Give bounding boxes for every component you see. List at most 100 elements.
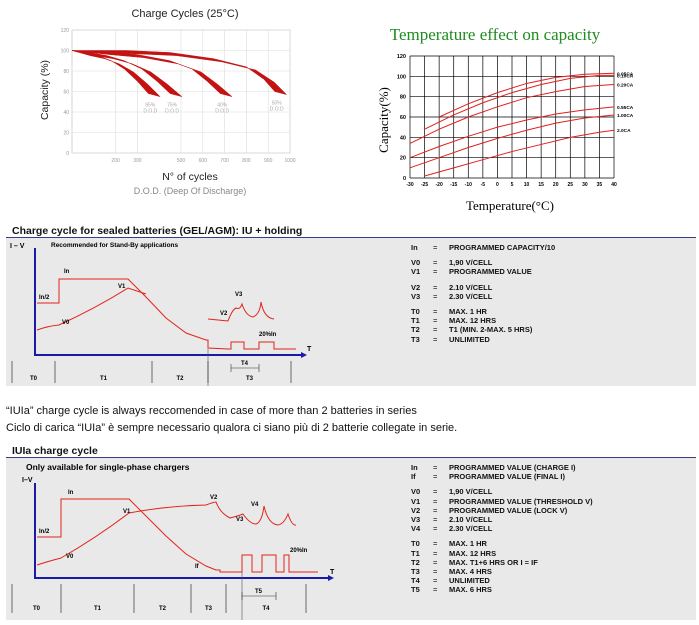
charge-cycles-chart: Charge Cycles (25°C) Capacity (%) N° of …: [30, 0, 330, 200]
panel1: I – V Recommended for Stand-By applicati…: [6, 238, 696, 386]
tc-ytick-label: 20: [400, 156, 406, 162]
def-value: 2.30 V/CELL: [449, 524, 493, 534]
def-value: PROGRAMMED VALUE (THRESHOLD V): [449, 496, 593, 506]
def-key: V4: [411, 524, 421, 534]
def-value: MAX. 4 HRS: [449, 567, 492, 577]
p2-phase-bar: T0 T1 T2 T3 T4: [11, 584, 307, 613]
def-equals: =: [433, 243, 438, 252]
temperature-svg: Temperature effect on capacity Capacity(…: [376, 25, 634, 213]
charge-cycles-svg: Charge Cycles (25°C) Capacity (%) N° of …: [39, 8, 296, 196]
def-value: PROGRAMMED VALUE (LOCK V): [449, 505, 568, 515]
p2-def-row: T0 = MAX. 1 HR: [411, 539, 593, 548]
tc-ytick-label: 120: [397, 54, 406, 60]
def-equals: =: [433, 567, 438, 577]
p1-phase-bar: T0 T1 T2 T3: [11, 361, 292, 383]
p1-voltage-curve: [36, 287, 275, 331]
cc-title: Charge Cycles (25°C): [131, 8, 238, 20]
p1-def-row: T2 = T1 (MIN. 2-MAX. 5 HRS): [411, 325, 555, 334]
p2-label-t5: T5: [255, 589, 263, 595]
def-key: T5: [411, 585, 420, 595]
tc-series-line: [409, 114, 615, 169]
cc-ytick-label: 100: [61, 49, 70, 55]
cc-ytick-label: 80: [63, 69, 69, 75]
phase-label: T1: [94, 606, 102, 612]
def-equals: =: [433, 463, 438, 472]
def-value: T1 (MIN. 2-MAX. 5 HRS): [449, 325, 533, 335]
p2-def-row: V4 = 2.30 V/CELL: [411, 524, 593, 533]
phase-label: T4: [262, 606, 270, 612]
cc-band-2: [71, 50, 233, 97]
def-value: PROGRAMMED VALUE (FINAL I): [449, 472, 565, 482]
tc-xtick-label: -10: [465, 182, 472, 188]
phase-label: T0: [33, 606, 41, 612]
p2-voltage-curve: [36, 501, 297, 566]
tc-series-label: 2.0CA: [617, 128, 631, 134]
def-value: MAX. 12 HRS: [449, 548, 497, 558]
note-line-2: Ciclo di carica “IUIa” è sempre necessar…: [6, 422, 458, 434]
p1-label-v2: V2: [220, 311, 228, 317]
def-key: T2: [411, 325, 420, 335]
cc-xtick-label: 900: [264, 158, 273, 164]
p2-label-v3: V3: [236, 517, 244, 523]
tc-series-line: [438, 72, 615, 118]
p1-label-in2: In/2: [39, 295, 50, 301]
cc-band-label: 50%: [272, 101, 283, 107]
p1-def-row: T3 = UNLIMITED: [411, 335, 555, 344]
panel2-diagram: Only available for single-phase chargers…: [11, 462, 335, 620]
tc-xtick-label: -25: [421, 182, 428, 188]
def-key: T2: [411, 557, 420, 567]
cc-xtick-label: 600: [199, 158, 208, 164]
p2-subtitle: Only available for single-phase chargers: [26, 462, 190, 472]
tc-ytick-label: 80: [400, 95, 406, 101]
def-equals: =: [433, 496, 438, 506]
def-key: V2: [411, 282, 421, 292]
p2-def-row: V3 = 2.10 V/CELL: [411, 515, 593, 524]
p2-label-in2: In/2: [39, 529, 50, 535]
p1-label-v1: V1: [118, 284, 126, 290]
p1-axis-x: T: [307, 346, 312, 353]
def-equals: =: [433, 334, 438, 344]
cc-ytick-label: 40: [63, 110, 69, 116]
cc-ytick-label: 120: [61, 28, 70, 34]
p2-x-arrow: [328, 575, 334, 581]
def-key: T3: [411, 567, 420, 577]
tc-xtick-label: -20: [436, 182, 443, 188]
tc-series-line: [424, 129, 615, 177]
def-equals: =: [433, 307, 438, 317]
tc-xlabel: Temperature(°C): [466, 198, 554, 213]
tc-xtick-label: -15: [450, 182, 457, 188]
p2-def-row: V0 = 1,90 V/CELL: [411, 487, 593, 496]
cc-plot-area: 0 20 40 60 80 100 120 200 300 500 600 700 800 900 1000…: [61, 28, 296, 164]
p1-subtitle: Recommended for Stand-By applications: [51, 242, 179, 249]
def-value: 2.10 V/CELL: [449, 282, 493, 292]
def-equals: =: [433, 557, 438, 567]
p2-def-row: V1 = PROGRAMMED VALUE (THRESHOLD V): [411, 497, 593, 506]
tc-title: Temperature effect on capacity: [390, 25, 601, 44]
tc-xtick-label: -5: [481, 182, 486, 188]
p1-label-pct: 20%In: [259, 332, 277, 338]
p2-axis-y: I–V: [22, 477, 33, 484]
p2-label-v0: V0: [66, 554, 74, 560]
tc-xtick-label: 15: [538, 182, 544, 188]
cc-band-1: [71, 50, 183, 97]
p2-current-curve: [37, 498, 318, 573]
p2-label-v2: V2: [210, 495, 218, 501]
p2-def-row: T3 = MAX. 4 HRS: [411, 567, 593, 576]
tc-xtick-label: 10: [524, 182, 530, 188]
panel2-definitions: In = PROGRAMMED VALUE (CHARGE I) If = PROGRAM…: [411, 463, 593, 595]
tc-xtick-label: 20: [553, 182, 559, 188]
cc-xtick-label: 200: [111, 158, 120, 164]
def-equals: =: [433, 548, 438, 558]
cc-ytick-label: 60: [63, 90, 69, 96]
p1-x-arrow: [301, 352, 307, 358]
phase-label: T2: [176, 376, 184, 382]
def-equals: =: [433, 258, 438, 268]
tc-ytick-label: 0: [403, 176, 406, 182]
cc-band-label: D.O.D: [215, 109, 229, 115]
phase-label: T3: [205, 606, 213, 612]
tc-xtick-label: -30: [406, 182, 413, 188]
p1-def-row: V0 = 1,90 V/CELL: [411, 258, 555, 267]
p1-def-row: T1 = MAX. 12 HRS: [411, 316, 555, 325]
cc-xtick-label: 300: [133, 158, 142, 164]
p1-label-in: In: [64, 269, 70, 275]
